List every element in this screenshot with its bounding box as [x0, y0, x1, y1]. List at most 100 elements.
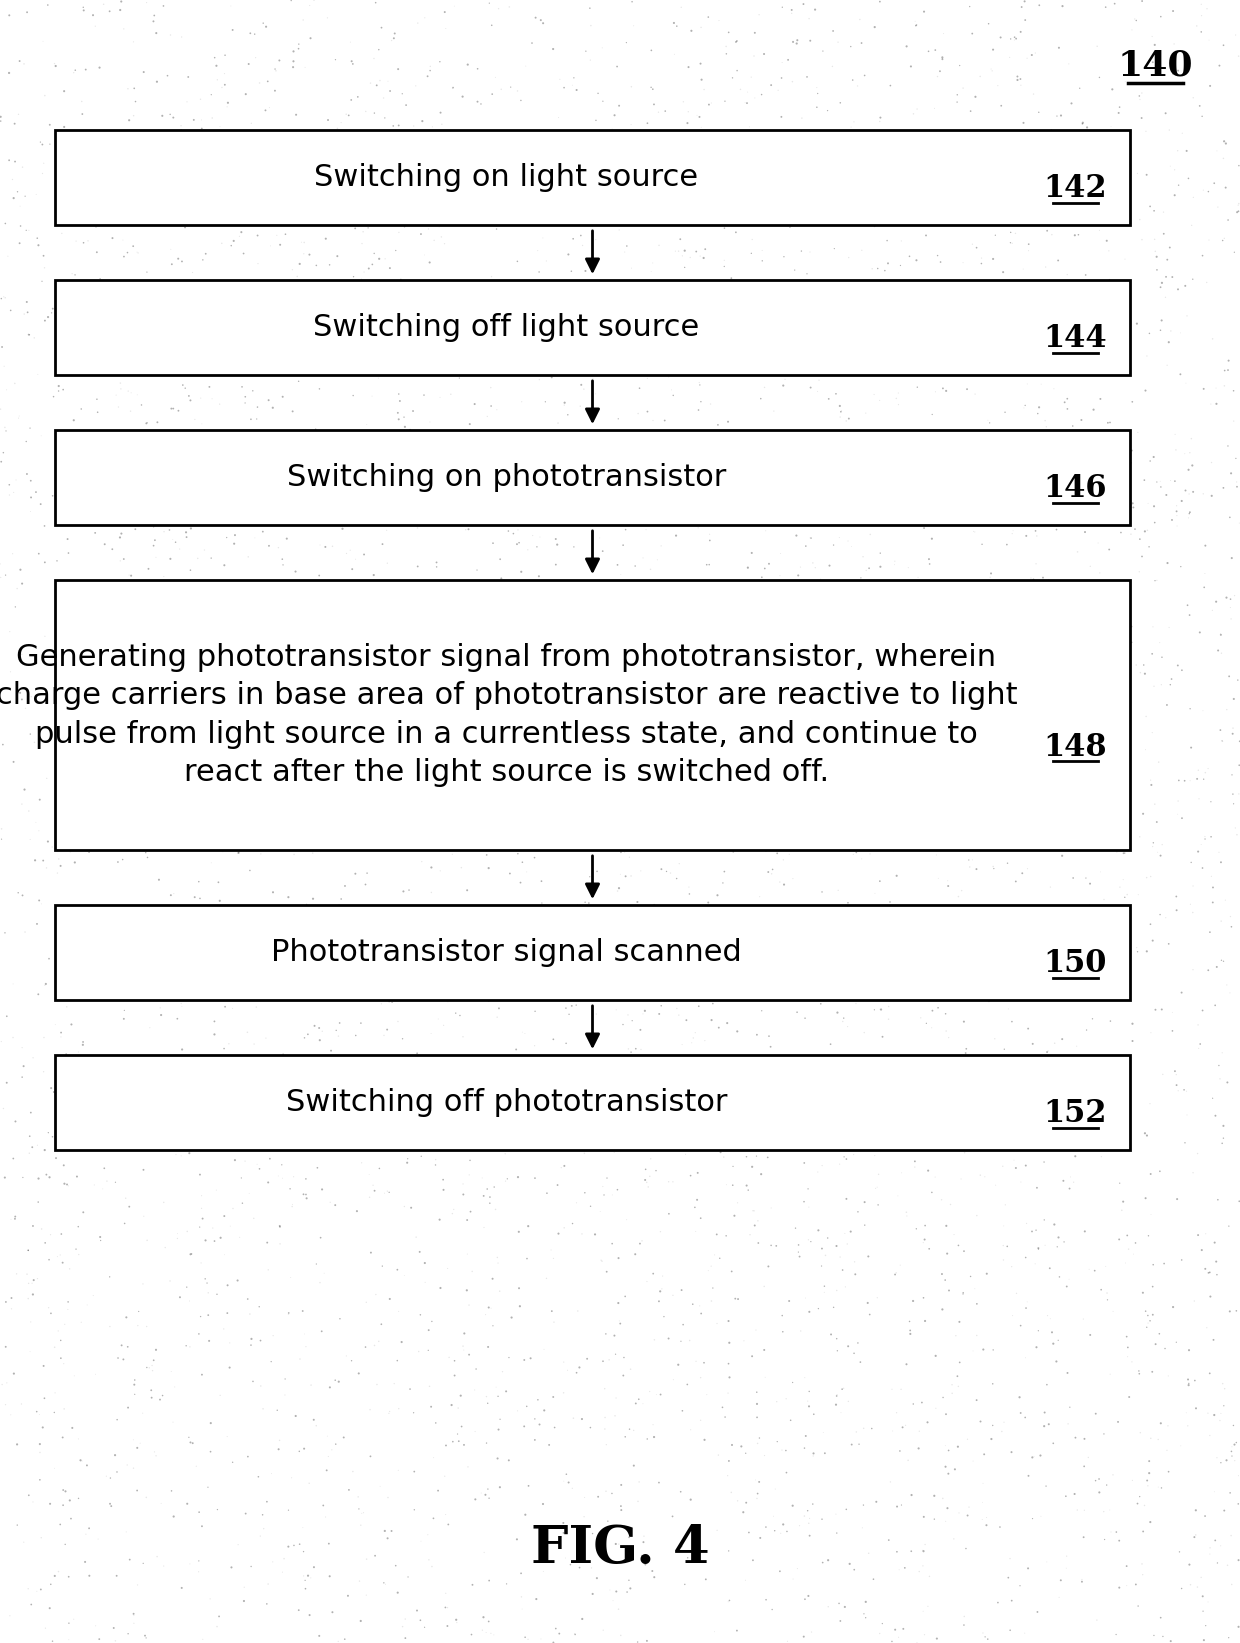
Point: [796, 1285, 816, 1311]
Point: [512, 389, 532, 416]
Point: [1193, 243, 1213, 269]
Point: [367, 1372, 387, 1398]
Point: [1001, 230, 1021, 256]
Point: [1060, 956, 1080, 983]
Point: [409, 342, 429, 368]
Point: [237, 835, 257, 861]
Point: [754, 41, 774, 67]
Point: [1012, 861, 1032, 887]
Point: [408, 554, 428, 580]
Point: [629, 452, 649, 478]
Point: [128, 1477, 148, 1503]
Point: [61, 1505, 81, 1531]
Point: [1195, 1612, 1215, 1638]
Point: [774, 243, 794, 269]
Point: [773, 1303, 792, 1329]
Point: [99, 725, 119, 751]
Point: [128, 695, 148, 721]
Point: [33, 848, 53, 874]
Point: [343, 726, 363, 752]
Point: [122, 782, 141, 808]
Point: [771, 64, 791, 90]
Point: [1070, 1088, 1090, 1114]
Point: [645, 343, 665, 370]
Point: [1029, 394, 1049, 421]
Point: [931, 248, 951, 274]
Point: [445, 1347, 465, 1374]
Point: [766, 1094, 786, 1121]
Point: [789, 1239, 808, 1265]
Point: [450, 468, 470, 495]
Point: [45, 1380, 64, 1406]
Point: [666, 238, 686, 265]
Point: [238, 177, 258, 204]
Point: [217, 1423, 237, 1449]
Point: [1164, 156, 1184, 182]
Point: [869, 1620, 889, 1643]
Point: [745, 1213, 765, 1239]
Point: [382, 273, 402, 299]
Point: [1211, 849, 1231, 876]
Point: [804, 1068, 823, 1094]
Point: [1056, 1554, 1076, 1581]
Point: [315, 460, 335, 486]
Point: [51, 853, 71, 879]
Point: [0, 731, 12, 757]
Point: [959, 476, 978, 503]
Point: [714, 246, 734, 273]
Point: [722, 1106, 742, 1132]
Point: [1199, 227, 1219, 253]
Point: [584, 435, 604, 462]
Point: [446, 1610, 466, 1636]
Point: [827, 1520, 847, 1546]
Point: [647, 683, 667, 710]
Point: [677, 697, 697, 723]
Point: [435, 1464, 455, 1490]
Point: [77, 1291, 97, 1318]
Point: [58, 1564, 78, 1590]
Point: [197, 636, 217, 662]
Point: [1182, 426, 1202, 452]
Point: [691, 243, 711, 269]
Point: [150, 283, 170, 309]
Point: [1054, 1168, 1074, 1194]
Point: [382, 774, 402, 800]
Point: [114, 545, 134, 572]
Point: [337, 813, 357, 840]
Point: [191, 1303, 211, 1329]
Point: [1207, 955, 1226, 981]
Point: [0, 396, 10, 422]
Point: [982, 58, 1002, 84]
Point: [474, 1183, 494, 1209]
Point: [118, 1620, 138, 1643]
Point: [419, 250, 439, 276]
Point: [817, 97, 837, 123]
Point: [159, 289, 179, 315]
Point: [611, 562, 631, 588]
Point: [174, 739, 193, 766]
Point: [1100, 1360, 1120, 1387]
Point: [0, 826, 11, 853]
Point: [735, 90, 755, 117]
Point: [831, 585, 851, 611]
Point: [451, 854, 471, 881]
Point: [1151, 843, 1171, 869]
Point: [410, 472, 430, 498]
Point: [284, 48, 304, 74]
Point: [870, 728, 890, 754]
Point: [799, 1393, 818, 1420]
Point: [465, 734, 485, 761]
Point: [670, 1050, 689, 1076]
Point: [62, 261, 82, 288]
Point: [134, 444, 154, 470]
Point: [1205, 1229, 1225, 1255]
Point: [1097, 442, 1117, 468]
Point: [164, 342, 184, 368]
Point: [463, 774, 482, 800]
Point: [892, 228, 911, 255]
Point: [491, 708, 511, 734]
Point: [904, 100, 924, 127]
Point: [1121, 450, 1141, 476]
Point: [1101, 1007, 1121, 1033]
Point: [150, 994, 170, 1020]
